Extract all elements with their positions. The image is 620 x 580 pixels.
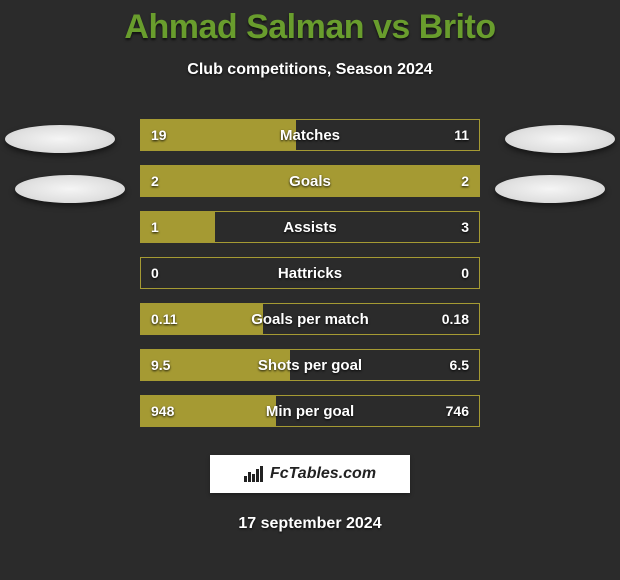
stat-value-right: 6.5 [450, 350, 469, 380]
stat-value-right: 2 [461, 166, 469, 196]
stat-value-right: 11 [454, 120, 469, 150]
stat-value-right: 3 [461, 212, 469, 242]
stat-row: 9.56.5Shots per goal [140, 349, 480, 381]
player1-badge-1 [5, 125, 115, 153]
page-title: Ahmad Salman vs Brito [0, 0, 620, 47]
player2-badge-2 [495, 175, 605, 203]
brand-text: FcTables.com [270, 465, 376, 483]
stat-value-left: 1 [151, 212, 159, 242]
stats-panel: 1911Matches22Goals13Assists00Hattricks0.… [140, 119, 480, 427]
brand-chart-icon [244, 466, 264, 482]
stat-value-left: 19 [151, 120, 167, 150]
stat-value-left: 2 [151, 166, 159, 196]
player2-name: Brito [419, 8, 496, 46]
brand-badge[interactable]: FcTables.com [210, 455, 410, 493]
player2-badge-1 [505, 125, 615, 153]
stat-row: 0 0Hattricks [140, 257, 480, 289]
stat-row: 948746Min per goal [140, 395, 480, 427]
stat-value-left: 0 [151, 258, 159, 288]
player1-name: Ahmad Salman [124, 8, 364, 46]
stat-value-left: 0.11 [151, 304, 177, 334]
stat-value-left: 9.5 [151, 350, 170, 380]
stat-value-left: 948 [151, 396, 174, 426]
stat-row: 22Goals [140, 165, 480, 197]
stat-row: 0.110.18Goals per match [140, 303, 480, 335]
stat-fill-left [141, 166, 479, 196]
stat-label: Hattricks [141, 258, 479, 288]
subtitle: Club competitions, Season 2024 [0, 61, 620, 79]
footer-date: 17 september 2024 [0, 515, 620, 533]
stat-row: 1911Matches [140, 119, 480, 151]
stat-row: 13Assists [140, 211, 480, 243]
stat-value-right: 746 [446, 396, 469, 426]
player1-badge-2 [15, 175, 125, 203]
vs-text: vs [373, 8, 410, 46]
stat-value-right: 0 [461, 258, 469, 288]
stat-value-right: 0.18 [442, 304, 469, 334]
